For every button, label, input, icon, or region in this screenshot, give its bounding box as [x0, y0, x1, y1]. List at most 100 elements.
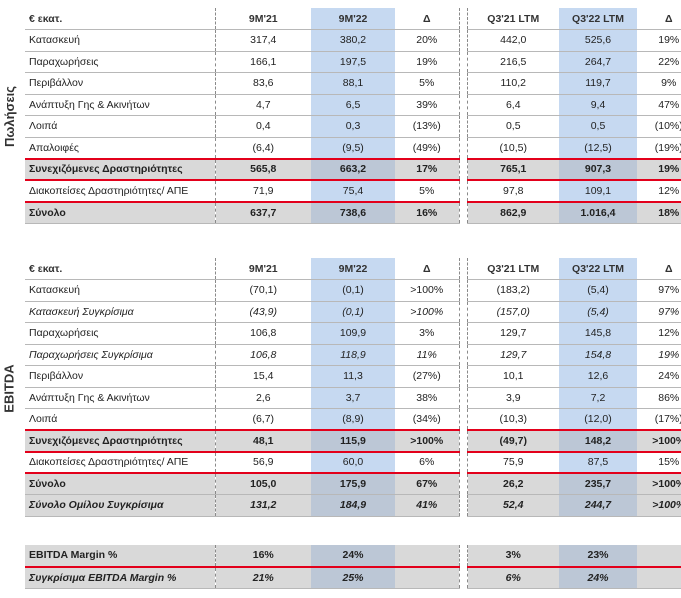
- cell-value: 4,7: [214, 94, 311, 116]
- cell-value: (8,9): [311, 408, 395, 431]
- row-label: Περιβάλλον: [25, 365, 215, 388]
- cell-value: 17%: [395, 157, 460, 181]
- cell-value: (5,4): [559, 301, 637, 323]
- column-gap: [459, 180, 467, 202]
- column-header: 9M'22: [311, 258, 395, 280]
- cell-value: (49,7): [466, 429, 559, 453]
- table-row: Περιβάλλον 15,4 11,3 (27%) 10,1 12,6 24%: [25, 365, 681, 388]
- column-gap: [459, 115, 467, 137]
- row-label: Λοιπά: [25, 115, 215, 138]
- column-gap: [459, 408, 467, 430]
- cell-value: 18%: [637, 200, 681, 224]
- cell-value: 106,8: [214, 344, 311, 366]
- row-label: Απαλοιφές: [25, 137, 215, 159]
- cell-value: 71,9: [214, 180, 311, 202]
- row-label: Κατασκευή: [25, 279, 215, 302]
- cell-value: 235,7: [559, 472, 637, 495]
- cell-value: 24%: [559, 565, 637, 589]
- cell-value: 24%: [637, 365, 681, 388]
- row-label: Σύνολο: [25, 200, 215, 224]
- cell-value: 60,0: [311, 451, 395, 474]
- cell-value: 525,6: [559, 29, 637, 52]
- table-row: EBITDA Margin % 16% 24% 3% 23%: [25, 545, 681, 567]
- cell-value: 56,9: [214, 451, 311, 474]
- table-row: Διακοπείσες Δραστηριότητες/ ΑΠΕ 56,9 60,0 6…: [25, 451, 681, 474]
- ebitda-side-label: EBITDA: [1, 363, 17, 413]
- column-gap: [459, 365, 467, 387]
- cell-value: 97%: [637, 301, 681, 323]
- table-row: Συνεχιζόμενες Δραστηριότητες 48,1 115,9 >10…: [25, 429, 681, 453]
- column-gap: [459, 430, 467, 452]
- cell-value: (10,5): [466, 137, 559, 159]
- ebitda-margin-table: EBITDA Margin % 16% 24% 3% 23% Συγκρίσιμα EBI…: [25, 545, 681, 589]
- row-label: Παραχωρήσεις: [25, 51, 215, 73]
- cell-value: 75,9: [466, 451, 559, 474]
- table-row: Παραχωρήσεις 166,1 197,5 19% 216,5 264,7 22%: [25, 51, 681, 73]
- cell-value: 862,9: [466, 200, 559, 224]
- cell-value: 6%: [395, 451, 460, 474]
- cell-value: 38%: [395, 387, 460, 409]
- column-gap: [459, 258, 467, 280]
- cell-value: 3%: [466, 545, 559, 567]
- row-label: Λοιπά: [25, 408, 215, 431]
- cell-value: 39%: [395, 94, 460, 116]
- table-row: Κατασκευή 317,4 380,2 20% 442,0 525,6 19%: [25, 29, 681, 52]
- cell-value: (12,0): [559, 408, 637, 431]
- table-row: Ανάπτυξη Γης & Ακινήτων 4,7 6,5 39% 6,4 9,4 47…: [25, 94, 681, 116]
- column-gap: [459, 158, 467, 180]
- table-row: Λοιπά (6,7) (8,9) (34%) (10,3) (12,0) (17%): [25, 408, 681, 431]
- cell-value: 3,7: [311, 387, 395, 409]
- cell-value: 317,4: [214, 29, 311, 52]
- cell-value: 52,4: [466, 494, 559, 517]
- cell-value: 20%: [395, 29, 460, 52]
- column-gap: [459, 494, 467, 516]
- column-header: Q3'21 LTM: [466, 258, 559, 280]
- cell-value: 67%: [395, 472, 460, 495]
- cell-value: 129,7: [466, 344, 559, 366]
- cell-value: 119,7: [559, 72, 637, 95]
- cell-value: (10,3): [466, 408, 559, 431]
- column-gap: [459, 451, 467, 473]
- table-row: Συγκρίσιμα EBITDA Margin % 21% 25% 6% 24%: [25, 565, 681, 589]
- cell-value: 129,7: [466, 322, 559, 345]
- sales-side-label: Πωλήσεις: [1, 85, 17, 147]
- cell-value: 23%: [559, 545, 637, 567]
- cell-value: 738,6: [311, 200, 395, 224]
- cell-value: 6,5: [311, 94, 395, 116]
- cell-value: 148,2: [559, 429, 637, 453]
- table-row: Διακοπείσες Δραστηριότητες/ ΑΠΕ 71,9 75,4 5…: [25, 180, 681, 202]
- cell-value: 9,4: [559, 94, 637, 116]
- column-header: 9M'22: [311, 8, 395, 30]
- cell-value: 88,1: [311, 72, 395, 95]
- cell-value: 109,1: [559, 180, 637, 202]
- unit-label: € εκατ.: [25, 8, 215, 30]
- cell-value: 12%: [637, 180, 681, 202]
- cell-value: 47%: [637, 94, 681, 116]
- cell-value: 19%: [637, 157, 681, 181]
- cell-value: (17%): [637, 408, 681, 431]
- column-header: Q3'21 LTM: [466, 8, 559, 30]
- cell-value: 16%: [395, 200, 460, 224]
- column-header: Δ: [395, 258, 460, 280]
- row-label: Συνεχιζόμενες Δραστηριότητες: [25, 157, 215, 181]
- column-gap: [459, 279, 467, 301]
- cell-value: 24%: [311, 545, 395, 567]
- cell-value: 244,7: [559, 494, 637, 517]
- cell-value: >100%: [637, 472, 681, 495]
- cell-value: [395, 565, 460, 589]
- column-header: 9M'21: [214, 258, 311, 280]
- cell-value: (5,4): [559, 279, 637, 302]
- cell-value: 264,7: [559, 51, 637, 73]
- column-gap: [459, 322, 467, 344]
- cell-value: >100%: [395, 279, 460, 302]
- cell-value: 110,2: [466, 72, 559, 95]
- cell-value: >100%: [637, 429, 681, 453]
- cell-value: 6%: [466, 565, 559, 589]
- cell-value: (13%): [395, 115, 460, 138]
- cell-value: 3,9: [466, 387, 559, 409]
- column-header: Δ: [395, 8, 460, 30]
- cell-value: 197,5: [311, 51, 395, 73]
- column-gap: [459, 51, 467, 73]
- cell-value: 10,1: [466, 365, 559, 388]
